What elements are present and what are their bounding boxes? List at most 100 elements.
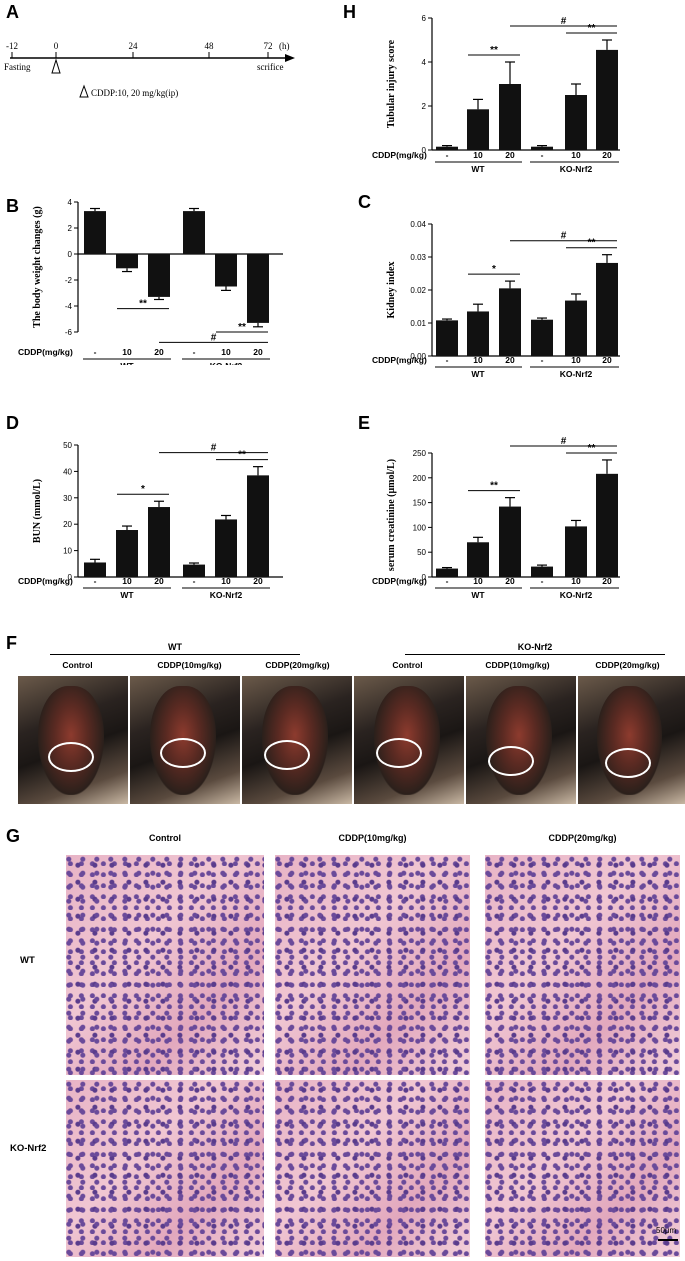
gross-photo xyxy=(354,676,464,804)
y-tick-label: -6 xyxy=(65,328,73,337)
bar xyxy=(84,211,106,254)
bar xyxy=(247,254,269,323)
significance-label: ** xyxy=(588,443,596,454)
dose-label: 20 xyxy=(154,347,164,357)
photo-column-label: Control xyxy=(392,660,423,670)
photo-column-label: Control xyxy=(62,660,93,670)
group-label-wt: WT xyxy=(471,369,485,379)
tick-label: 24 xyxy=(129,41,139,51)
group-label-ko: KO-Nrf2 xyxy=(517,642,553,652)
tick-label: 48 xyxy=(205,41,215,51)
y-tick-label: -2 xyxy=(65,276,73,285)
bar xyxy=(247,475,269,577)
y-tick-label: 0.01 xyxy=(410,319,426,328)
bar xyxy=(499,506,521,577)
bar xyxy=(467,542,489,577)
y-tick-label: 0 xyxy=(68,250,73,259)
panel-letter-c: C xyxy=(358,192,371,212)
dose-label: 20 xyxy=(602,576,612,586)
y-tick-label: 150 xyxy=(413,499,427,508)
bar xyxy=(596,473,618,577)
bar xyxy=(467,109,489,150)
histology-image xyxy=(66,855,264,1075)
significance-label: * xyxy=(492,264,496,275)
gross-photo xyxy=(466,676,576,804)
group-label-wt: WT xyxy=(120,590,134,600)
significance-label: # xyxy=(211,332,217,343)
y-tick-label: 0.04 xyxy=(410,220,426,229)
bar xyxy=(148,254,170,297)
y-axis-label: The body weight changes (g) xyxy=(32,206,43,328)
significance-label: ** xyxy=(490,45,498,56)
group-label-wt: WT xyxy=(471,590,485,600)
bar xyxy=(183,564,205,577)
bar xyxy=(531,319,553,356)
photo-column-label: CDDP(20mg/kg) xyxy=(595,660,660,670)
bar xyxy=(116,530,138,577)
group-label-wt: WT xyxy=(471,164,485,174)
scale-bar xyxy=(658,1239,678,1241)
histology-column-label: CDDP(10mg/kg) xyxy=(338,833,407,843)
dose-label: - xyxy=(446,355,449,365)
bar xyxy=(84,562,106,577)
y-axis-label: Kidney index xyxy=(386,262,397,319)
kidney-circle xyxy=(264,740,310,770)
dose-label: - xyxy=(541,355,544,365)
dose-label: 10 xyxy=(571,576,581,586)
y-tick-label: 30 xyxy=(63,494,72,503)
bar xyxy=(565,95,587,150)
significance-label: * xyxy=(141,484,145,495)
bar xyxy=(215,254,237,287)
y-tick-label: 0.02 xyxy=(410,286,426,295)
histology-image xyxy=(66,1080,264,1257)
y-tick-label: 4 xyxy=(422,58,427,67)
y-tick-label: 20 xyxy=(63,520,72,529)
dose-label: 10 xyxy=(122,576,132,586)
dose-label: - xyxy=(193,576,196,586)
cddp-row-label: CDDP(mg/kg) xyxy=(372,150,427,160)
panel-letter-e: E xyxy=(358,413,371,433)
bar xyxy=(148,507,170,577)
significance-label: ** xyxy=(139,299,147,310)
fasting-label: Fasting xyxy=(4,62,31,72)
dose-label: 10 xyxy=(571,150,581,160)
y-tick-label: 0.00 xyxy=(410,352,426,361)
group-label-ko: KO-Nrf2 xyxy=(560,164,593,174)
bar xyxy=(215,519,237,577)
dose-label: 10 xyxy=(473,150,483,160)
histology-column-label: CDDP(20mg/kg) xyxy=(548,833,617,843)
bar xyxy=(499,288,521,356)
y-tick-label: 10 xyxy=(63,547,72,556)
timeline: -12 0 24 48 72 (h) Fasting scrifice CDDP… xyxy=(4,41,295,98)
panel-letter-f: F xyxy=(6,633,17,653)
y-tick-label: 0 xyxy=(422,573,427,582)
photo-column-label: CDDP(10mg/kg) xyxy=(157,660,222,670)
cddp-row-label: CDDP(mg/kg) xyxy=(372,355,427,365)
chart-tubular-injury: 0 2 4 6 Tubular injury score ** ** # CDDP(mg/kg)… xyxy=(372,14,620,174)
significance-label: # xyxy=(211,443,217,454)
chart-serum-creatinine: 0 50 100 150 200 250 serum creatinine (μmol/L)… xyxy=(372,436,620,600)
dose-label: 10 xyxy=(473,576,483,586)
y-tick-label: 250 xyxy=(413,449,427,458)
bar xyxy=(436,568,458,577)
treatment-label: CDDP:10, 20 mg/kg(ip) xyxy=(91,88,178,98)
y-tick-label: 0 xyxy=(68,573,73,582)
dose-label: 20 xyxy=(253,347,263,357)
y-tick-label: 100 xyxy=(413,523,427,532)
gross-photo xyxy=(18,676,128,804)
significance-label: # xyxy=(561,436,567,447)
dose-label: - xyxy=(94,347,97,357)
dose-label: - xyxy=(446,576,449,586)
dose-label: - xyxy=(193,347,196,357)
bar xyxy=(183,211,205,254)
cddp-row-label: CDDP(mg/kg) xyxy=(372,576,427,586)
histology-image xyxy=(485,855,680,1075)
gross-photo-row xyxy=(18,676,685,804)
bar xyxy=(531,566,553,577)
y-tick-label: 50 xyxy=(417,548,426,557)
significance-label: ** xyxy=(490,481,498,492)
dose-label: 20 xyxy=(154,576,164,586)
injection-marker xyxy=(51,58,61,74)
y-tick-label: 0.03 xyxy=(410,253,426,262)
y-tick-label: 6 xyxy=(422,14,427,23)
